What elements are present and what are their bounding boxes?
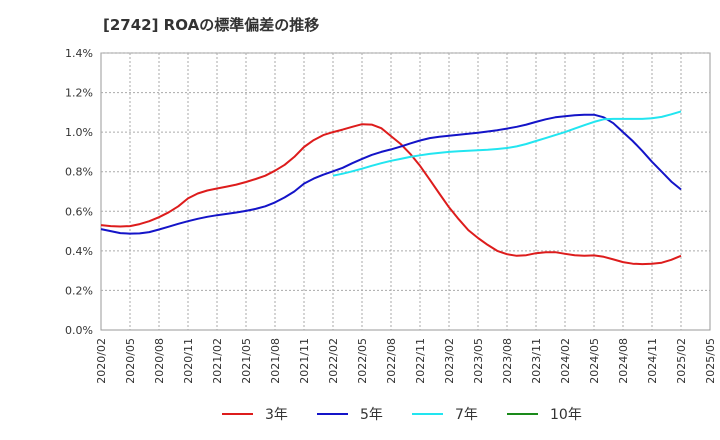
series-line-7年 [332,110,682,177]
series-lines [100,110,682,266]
y-tick-label: 1.0% [65,126,93,139]
x-tick-label: 2022/08 [385,338,398,384]
x-tick-label: 2021/02 [211,338,224,384]
legend-label-5年: 5年 [360,407,383,423]
x-tick-label: 2020/02 [95,338,108,384]
plot-area [100,52,711,331]
y-tick-label: 0.8% [65,166,93,179]
x-tick-label: 2023/02 [443,338,456,384]
x-tick-label: 2021/05 [240,338,253,384]
x-tick-label: 2024/11 [646,338,659,384]
x-tick-label: 2024/08 [617,338,630,384]
x-tick-label: 2022/05 [356,338,369,384]
series-line-5年 [100,113,682,235]
y-tick-label: 0.6% [65,205,93,218]
y-tick-label: 1.4% [65,47,93,60]
x-tick-label: 2023/08 [501,338,514,384]
x-tick-label: 2023/05 [472,338,485,384]
x-tick-label: 2020/08 [153,338,166,384]
x-tick-label: 2024/05 [588,338,601,384]
x-tick-label: 2025/02 [675,338,688,384]
legend-label-7年: 7年 [455,407,478,423]
series-line-3年 [100,123,682,266]
legend: 3年 5年 7年 10年 [222,407,582,423]
legend-label-10年: 10年 [550,407,582,423]
y-tick-label: 0.0% [65,324,93,337]
x-tick-label: 2021/11 [298,338,311,384]
y-tick-label: 0.4% [65,245,93,258]
y-axis-tick-labels: 0.0% 0.2% 0.4% 0.6% 0.8% 1.0% 1.2% 1.4% [65,47,93,337]
x-tick-label: 2025/05 [704,338,717,384]
grid-lines [101,52,710,330]
x-tick-label: 2020/05 [124,338,137,384]
x-tick-label: 2021/08 [269,338,282,384]
legend-label-3年: 3年 [265,407,288,423]
y-tick-label: 0.2% [65,284,93,297]
x-axis-tick-labels: 2020/02 2020/05 2020/08 2020/11 2021/02 2021/… [95,338,717,384]
x-tick-label: 2022/11 [414,338,427,384]
y-tick-label: 1.2% [65,87,93,100]
x-tick-label: 2020/11 [182,338,195,384]
x-tick-label: 2023/11 [530,338,543,384]
chart-title: [2742] ROAの標準偏差の推移 [103,16,320,34]
x-tick-label: 2024/02 [559,338,572,384]
x-tick-label: 2022/02 [327,338,340,384]
